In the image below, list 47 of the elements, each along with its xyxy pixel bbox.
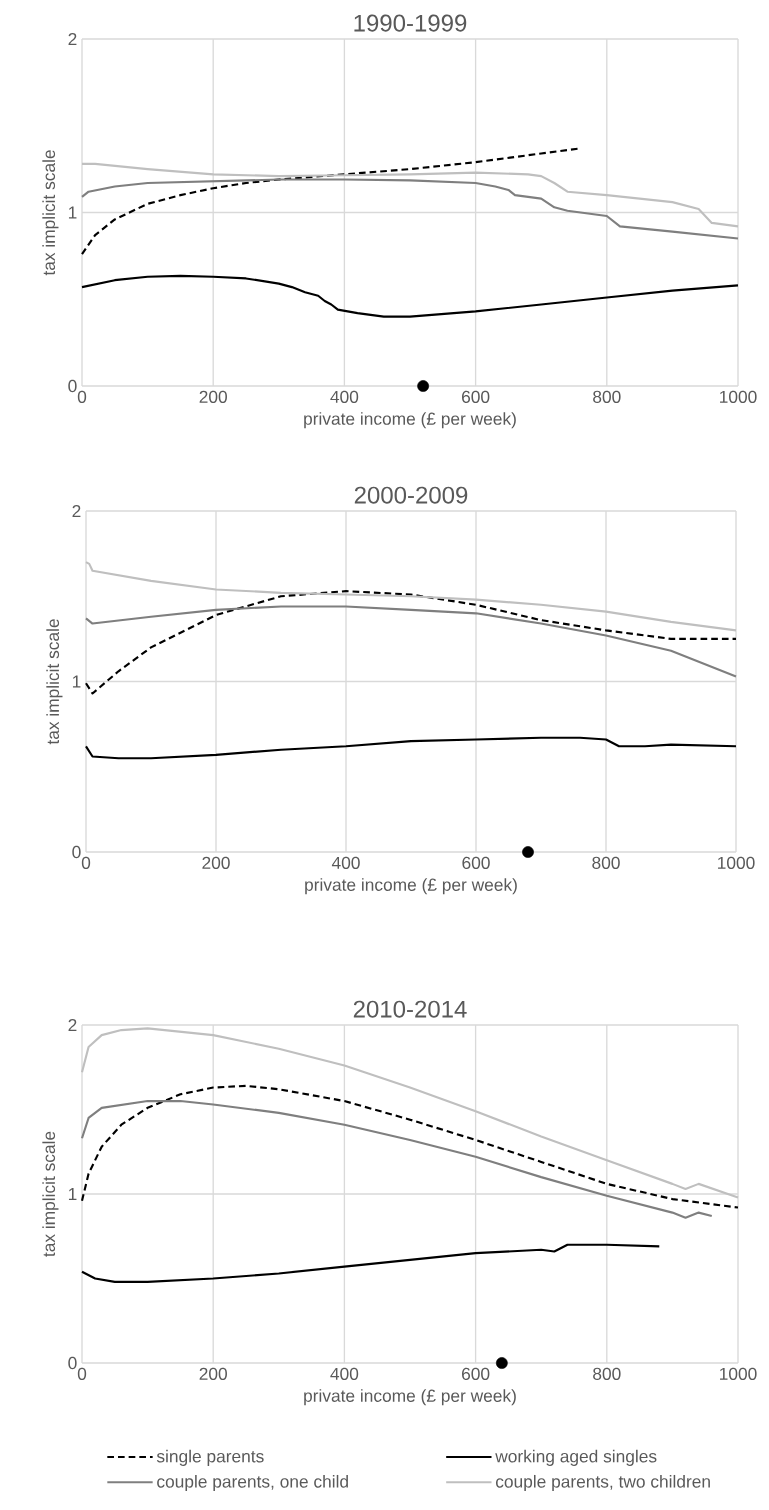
- x-tick-label: 1000: [720, 390, 757, 403]
- x-tick-label: 400: [331, 856, 360, 869]
- x-tick-label: 200: [199, 1367, 227, 1380]
- x-axis-title: private income (£ per week): [304, 1389, 516, 1406]
- x-tick-label: 1000: [720, 1367, 757, 1380]
- y-tick-label: 1: [68, 1188, 77, 1200]
- x-tick-label: 800: [593, 390, 621, 403]
- y-tick-label: 0: [68, 1356, 77, 1370]
- line-series: [80, 1084, 740, 1209]
- y-tick-label: 0: [68, 379, 77, 393]
- y-axis-title: tax implicit scale: [46, 619, 63, 745]
- line-series: [84, 605, 738, 678]
- y-tick-label: 2: [72, 504, 81, 518]
- legend-label: couple parents, one child: [157, 1474, 348, 1492]
- x-tick-label: 400: [330, 390, 359, 403]
- y-axis-title: tax implicit scale: [42, 150, 59, 276]
- legend-label: single parents: [156, 1449, 264, 1466]
- chart-title: 1990-1999: [354, 14, 467, 32]
- x-tick-label: 800: [592, 856, 620, 869]
- line-series: [84, 561, 738, 632]
- x-axis-title: private income (£ per week): [305, 878, 517, 895]
- line-series: [80, 1099, 713, 1219]
- line-series: [80, 274, 740, 318]
- line-series: [80, 1027, 740, 1199]
- x-tick-label: 600: [462, 390, 490, 403]
- y-tick-label: 0: [72, 845, 81, 859]
- legend-label: working aged singles: [495, 1449, 657, 1466]
- chart-title: 2000-2009: [354, 486, 468, 504]
- x-tick-label: 400: [330, 1367, 359, 1380]
- x-tick-label: 800: [593, 1367, 621, 1380]
- chart-title: 2010-2014: [353, 1000, 467, 1018]
- x-tick-label: 1000: [718, 856, 755, 869]
- y-tick-label: 1: [72, 675, 81, 688]
- x-tick-label: 200: [199, 390, 227, 403]
- y-tick-label: 2: [68, 32, 77, 46]
- y-tick-label: 2: [68, 1018, 77, 1032]
- x-tick-label: 0: [81, 856, 91, 869]
- x-tick-label: 600: [462, 1367, 490, 1380]
- y-axis-title: tax implicit scale: [42, 1131, 59, 1257]
- line-series: [80, 162, 740, 228]
- x-tick-label: 600: [462, 856, 490, 869]
- line-series: [84, 736, 738, 760]
- line-series: [84, 590, 738, 695]
- x-tick-label: 200: [202, 856, 230, 869]
- legend-label: couple parents, two children: [495, 1474, 710, 1492]
- x-axis-title: private income (£ per week): [304, 412, 516, 429]
- y-tick-label: 1: [68, 206, 77, 219]
